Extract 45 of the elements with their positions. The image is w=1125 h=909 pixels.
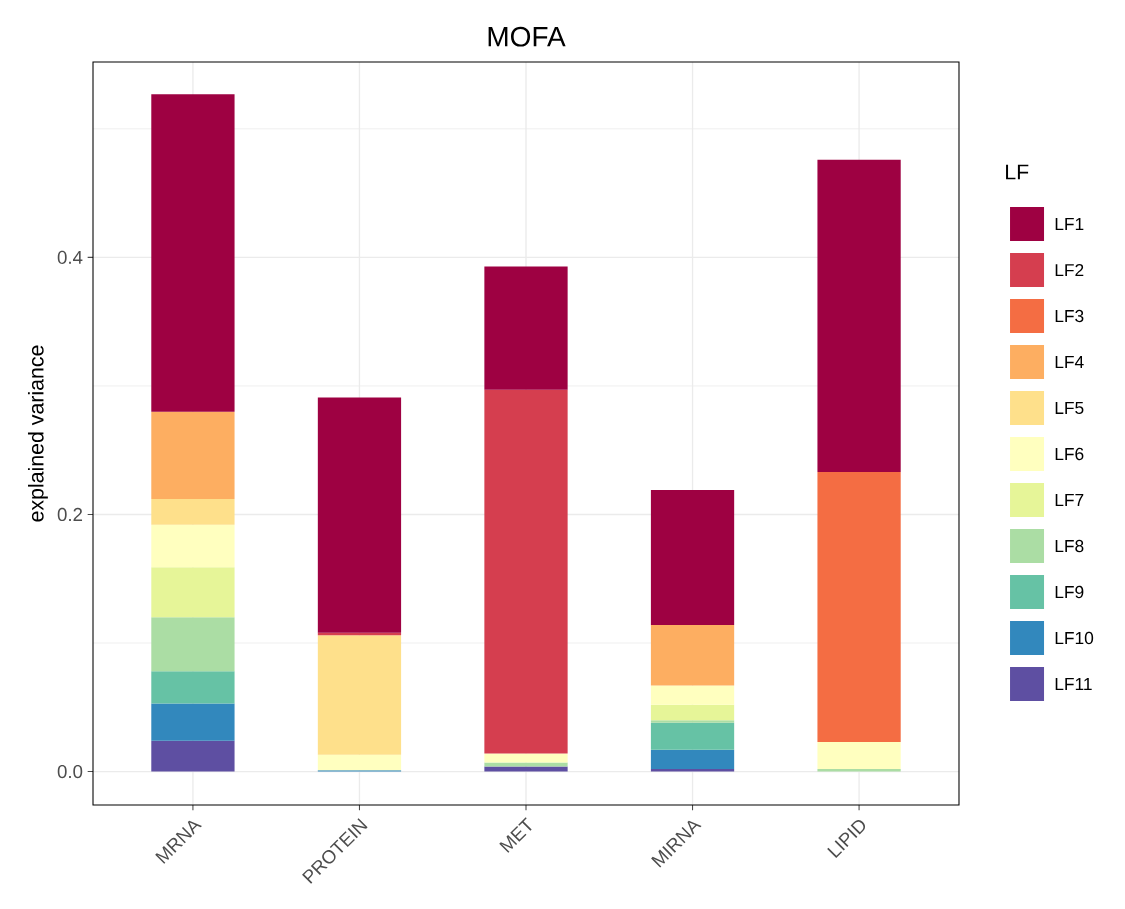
bar [317,635,402,755]
bar [817,472,901,742]
bar [151,524,235,568]
bar [650,490,735,626]
bar [151,703,235,741]
bar [650,768,735,772]
legend-label: LF7 [1055,494,1084,506]
legend-label: LF10 [1055,631,1094,645]
y-axis-title: explained variance [27,345,48,522]
legend-label: LF5 [1055,401,1084,415]
bar [151,617,235,672]
legend-label: LF11 [1055,678,1092,690]
legend-label: LF4 [1055,356,1084,368]
bar [151,499,235,525]
bar [817,768,901,772]
bar [151,740,235,772]
bar [650,685,735,705]
bar [650,722,735,750]
bar [484,766,568,772]
bar [650,625,735,686]
bar [151,411,235,500]
bar [817,159,901,473]
legend-title: LF [1006,164,1029,180]
legend-label: LF9 [1055,585,1084,599]
bar [650,704,735,721]
bar [817,742,901,769]
y-tick-label: 0.2 [57,507,83,522]
bar [484,266,568,390]
bar [151,671,235,704]
bar [317,754,402,771]
chart-title: MOFA [488,26,566,47]
legend-label: LF6 [1055,447,1084,461]
bar [484,753,568,763]
legend-label: LF2 [1055,263,1084,277]
bar [650,749,735,769]
legend-label: LF8 [1055,539,1084,553]
y-tick-label: 0.0 [57,764,83,779]
y-tick-label: 0.4 [57,250,83,264]
bar [317,397,402,633]
bar [484,389,568,754]
bar [151,94,235,412]
bar [151,567,235,618]
legend-label: LF3 [1055,309,1084,323]
bar [650,720,735,723]
legend-label: LF1 [1055,218,1084,230]
